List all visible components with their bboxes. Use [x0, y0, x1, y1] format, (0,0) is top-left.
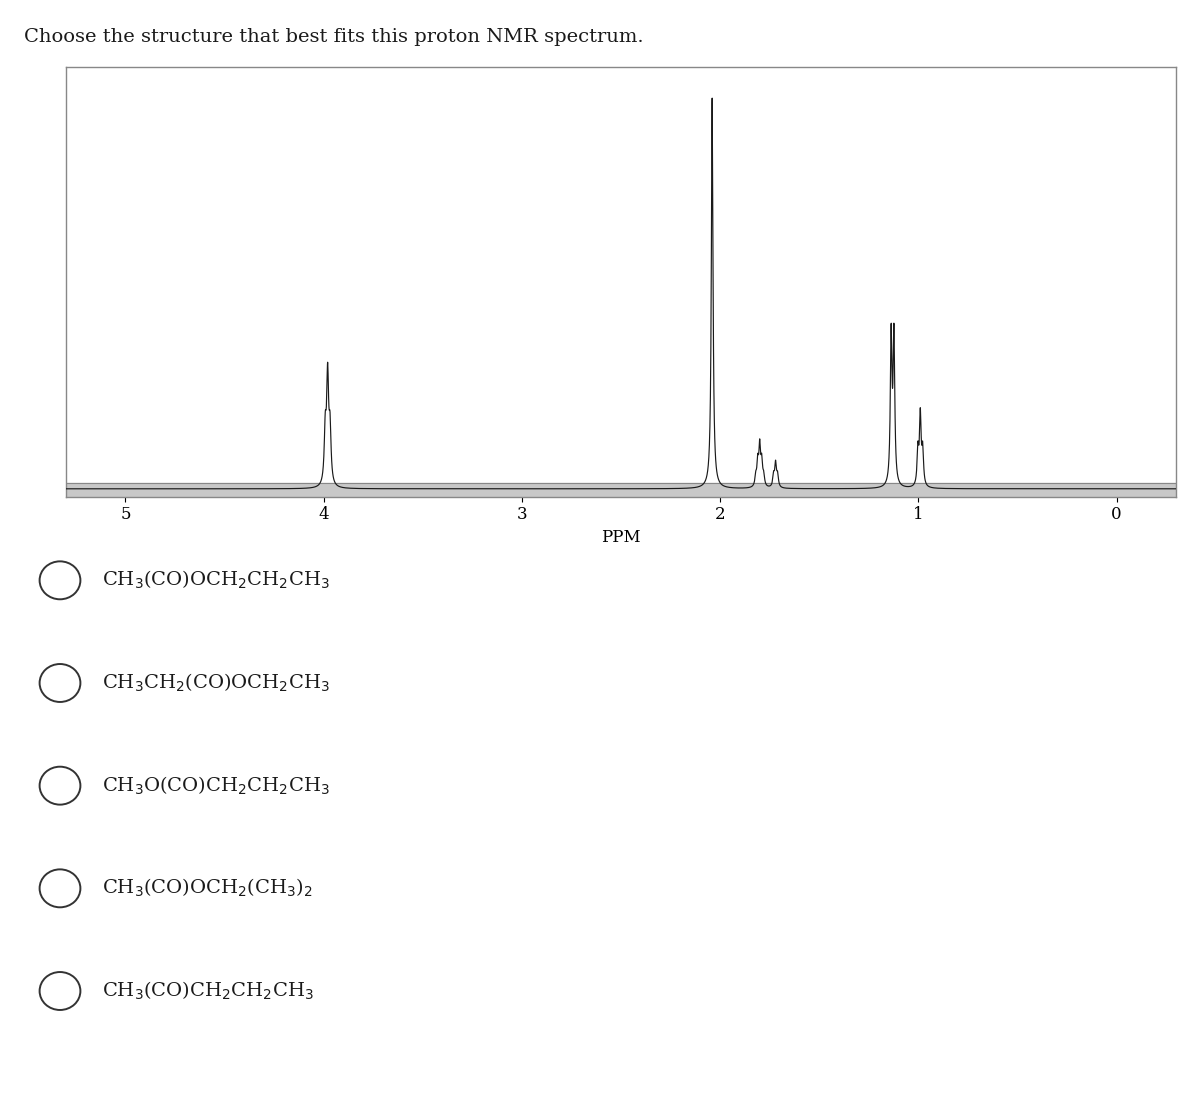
Text: CH$_3$(CO)CH$_2$CH$_2$CH$_3$: CH$_3$(CO)CH$_2$CH$_2$CH$_3$	[102, 980, 314, 1002]
Text: CH$_3$(CO)OCH$_2$CH$_2$CH$_3$: CH$_3$(CO)OCH$_2$CH$_2$CH$_3$	[102, 569, 330, 591]
Text: CH$_3$O(CO)CH$_2$CH$_2$CH$_3$: CH$_3$O(CO)CH$_2$CH$_2$CH$_3$	[102, 775, 330, 797]
Text: Choose the structure that best fits this proton NMR spectrum.: Choose the structure that best fits this…	[24, 28, 643, 46]
Bar	[66, 483, 1176, 497]
Text: CH$_3$(CO)OCH$_2$(CH$_3$)$_2$: CH$_3$(CO)OCH$_2$(CH$_3$)$_2$	[102, 877, 313, 899]
Text: CH$_3$CH$_2$(CO)OCH$_2$CH$_3$: CH$_3$CH$_2$(CO)OCH$_2$CH$_3$	[102, 672, 330, 694]
X-axis label: PPM: PPM	[601, 529, 641, 546]
